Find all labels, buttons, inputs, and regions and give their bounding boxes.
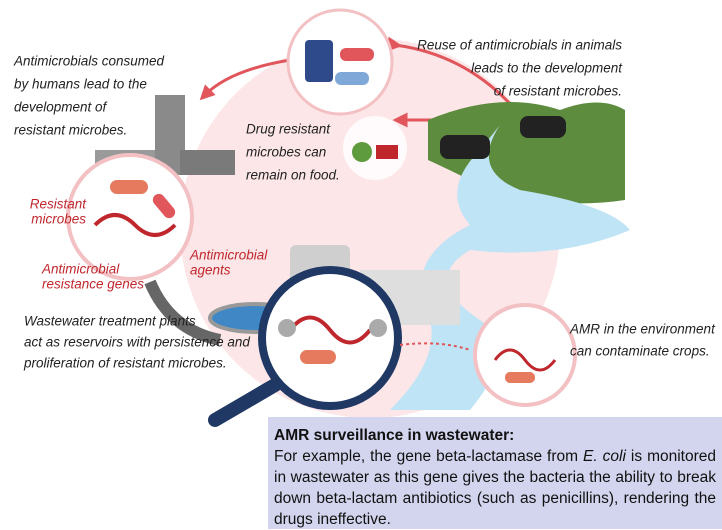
food xyxy=(352,142,372,162)
food xyxy=(376,145,398,159)
label-line: Antimicrobials consumed xyxy=(13,54,165,69)
body-text: For example, the gene beta-lactamase fro… xyxy=(274,448,583,465)
label-line: Wastewater treatment plants xyxy=(24,314,196,329)
callout-body: For example, the gene beta-lactamase fro… xyxy=(274,446,716,530)
callout-box: AMR surveillance in wastewater: For exam… xyxy=(268,417,722,529)
label-line: Antimicrobial xyxy=(189,248,268,263)
callout-title: AMR surveillance in wastewater: xyxy=(274,425,716,446)
label-line: resistant microbes. xyxy=(14,123,127,138)
magnifier-lens xyxy=(262,270,398,406)
capsule xyxy=(335,72,369,85)
pill xyxy=(278,319,296,337)
cow xyxy=(520,116,566,138)
pill-bottle xyxy=(305,40,333,82)
label-line: microbes xyxy=(31,212,86,227)
capsule xyxy=(340,48,374,61)
label-line: agents xyxy=(190,263,231,278)
medicine-circle xyxy=(288,10,392,114)
label-line: microbes can xyxy=(246,145,326,160)
label-line: of resistant microbes. xyxy=(494,84,622,99)
cow xyxy=(440,135,490,159)
label-line: remain on food. xyxy=(246,168,340,183)
environment-circle xyxy=(475,305,575,405)
page: { "labels": { "humans": ["Antimicrobials… xyxy=(0,0,722,529)
label-line: Drug resistant xyxy=(246,122,331,137)
label-line: Reuse of antimicrobials in animals xyxy=(417,38,622,53)
label-line: development of xyxy=(14,100,108,115)
houses xyxy=(180,150,235,175)
label-line: resistance genes xyxy=(42,277,144,292)
body-italic: E. coli xyxy=(583,448,626,465)
bacterium xyxy=(110,180,148,194)
label-line: act as reservoirs with persistence and xyxy=(24,335,250,350)
label-line: by humans lead to the xyxy=(14,77,147,92)
pill xyxy=(369,319,387,337)
label-line: leads to the development xyxy=(471,61,623,76)
label-line: proliferation of resistant microbes. xyxy=(23,356,227,371)
label-line: Antimicrobial xyxy=(41,262,120,277)
label-line: AMR in the environment xyxy=(569,322,716,337)
bacterium xyxy=(505,372,535,383)
magnifier-handle xyxy=(215,385,275,420)
label-line: Resistant xyxy=(30,197,88,212)
bacterium xyxy=(300,350,336,364)
microbe-circle xyxy=(68,155,192,279)
label-line: can contaminate crops. xyxy=(570,344,710,359)
